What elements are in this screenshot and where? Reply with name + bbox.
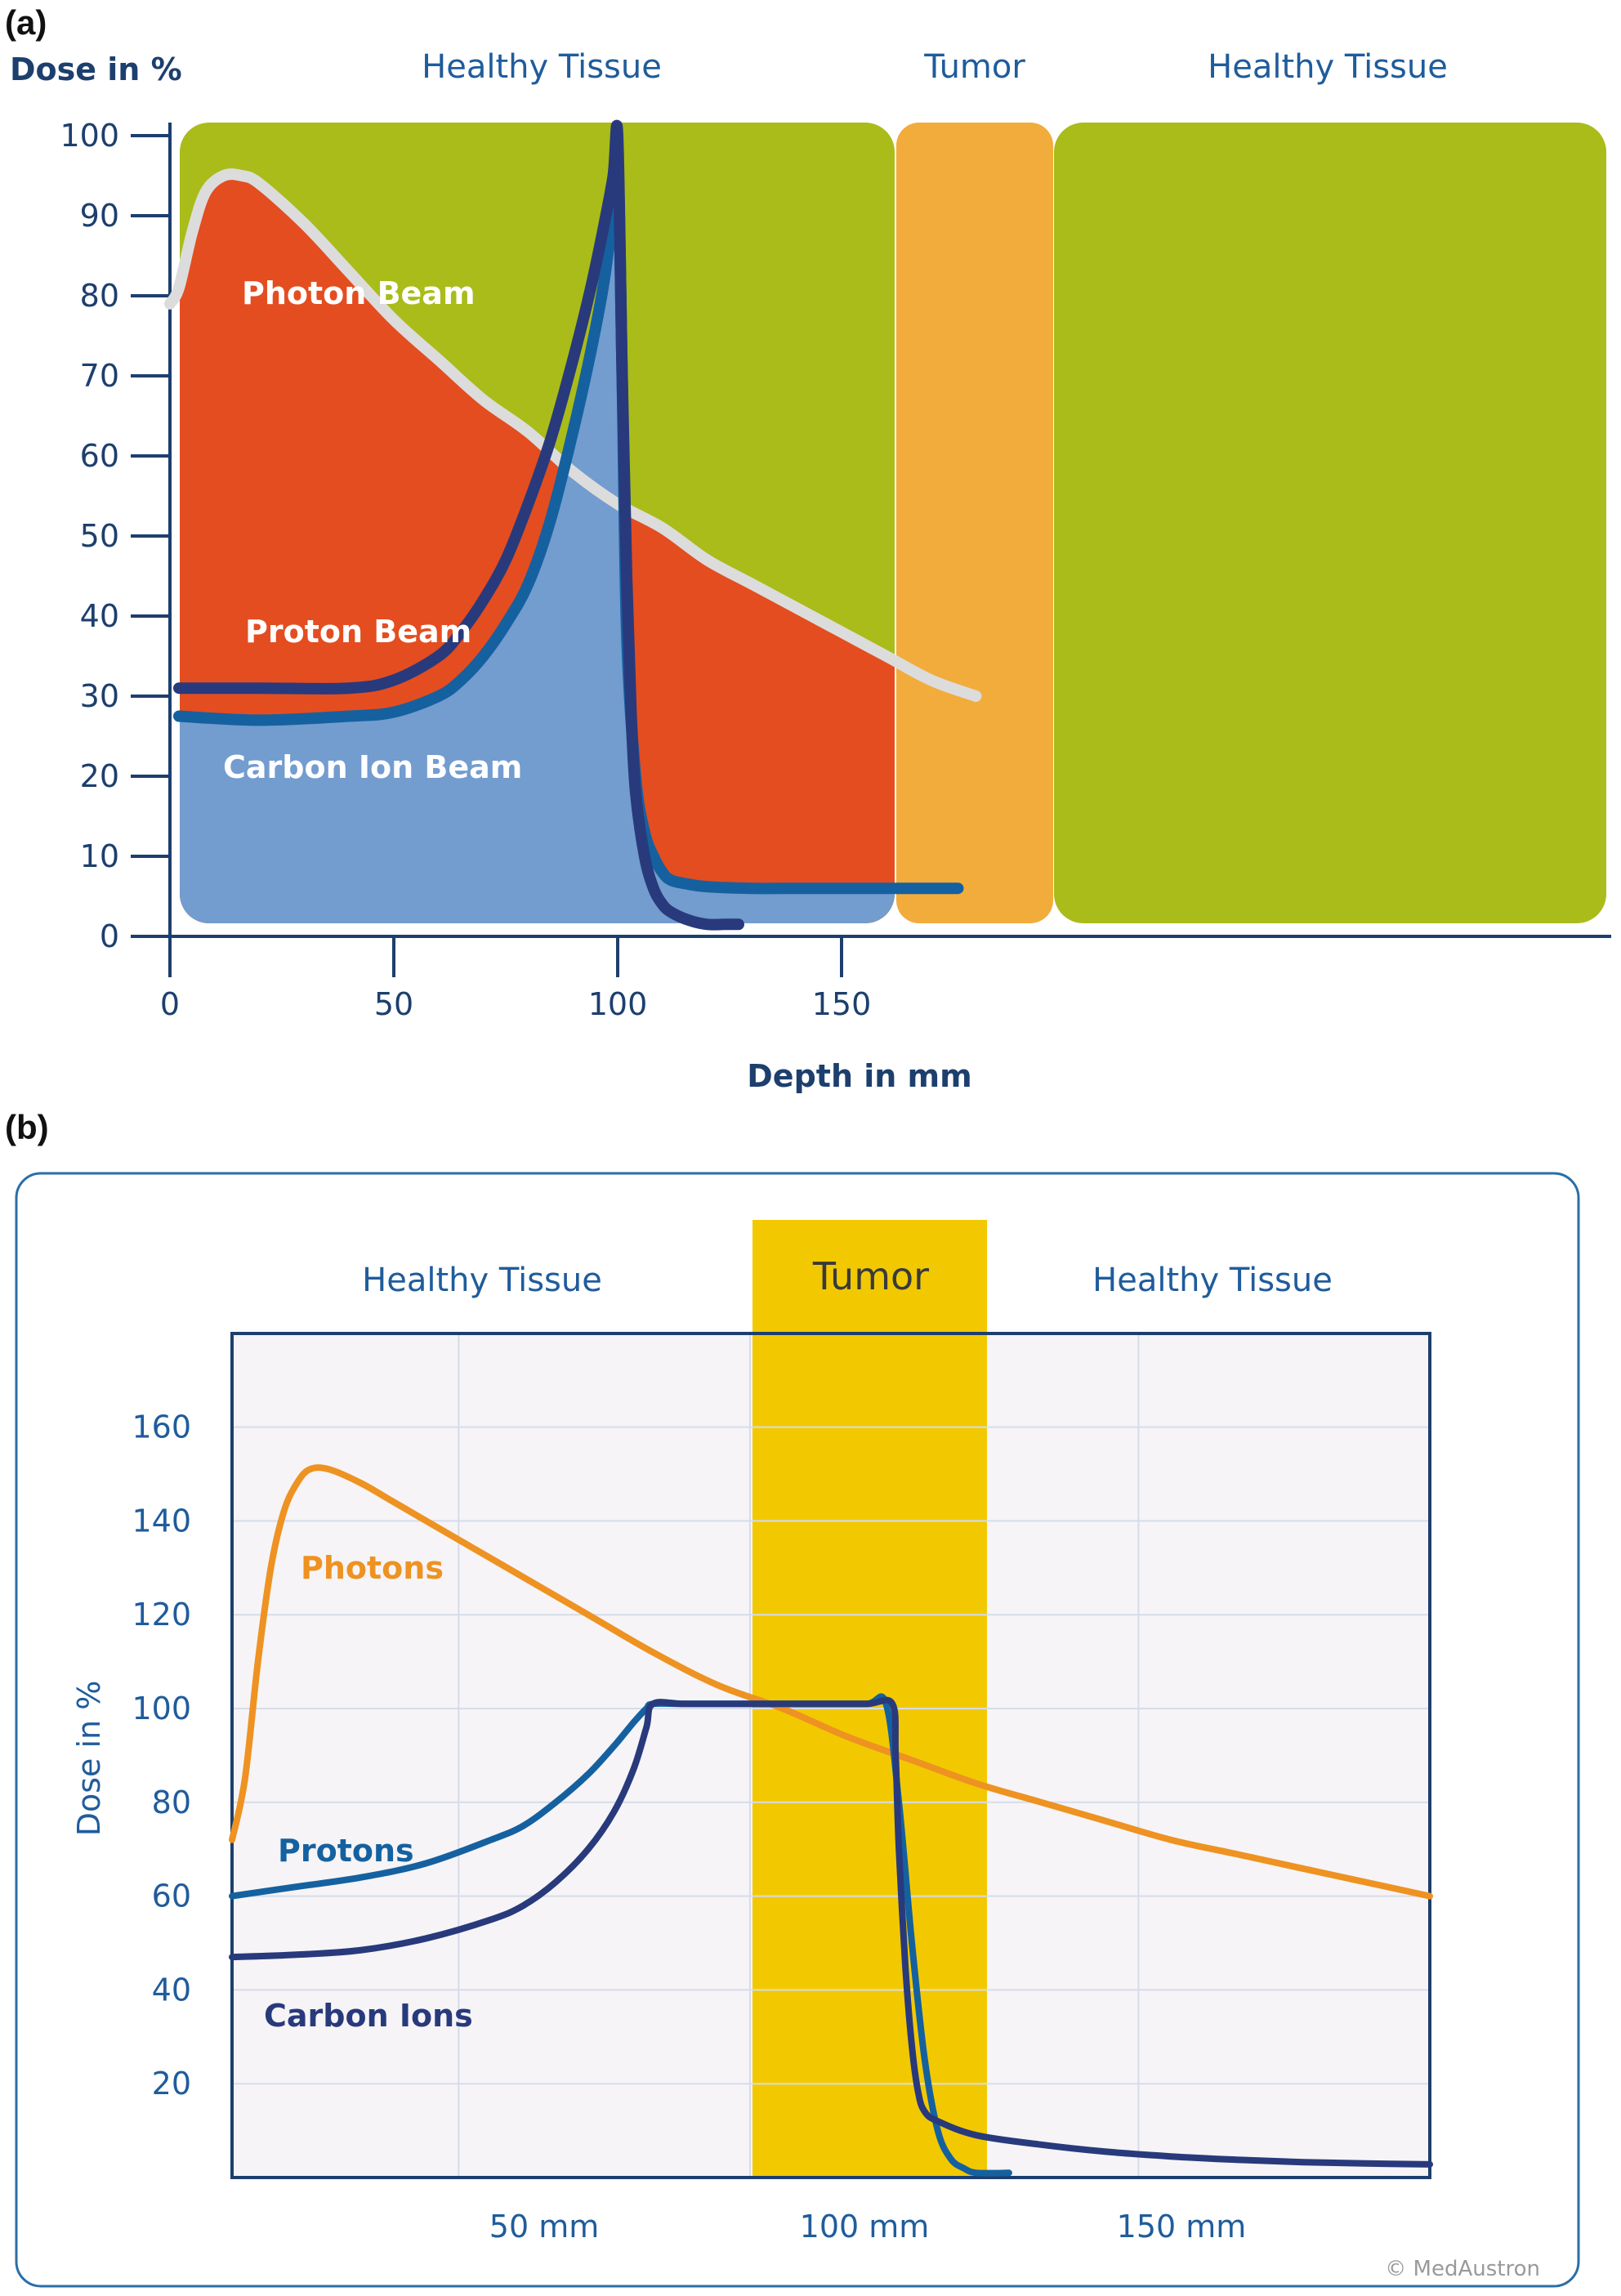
panel-b-ticks: 20 40 60 80 100 120 140 160 50 mm 100 mm 150 mm xyxy=(132,1409,1246,2245)
panel-b-tumor-band-plot xyxy=(752,1333,987,2178)
panel-a-proton-beam-line xyxy=(173,119,744,931)
panel-b-label: (b) xyxy=(5,1108,49,1146)
panel-b-y-tick-label: 120 xyxy=(132,1597,191,1633)
panel-b-copyright: © MedAustron xyxy=(1385,2257,1540,2281)
panel-a-region-label-tumor: Tumor xyxy=(923,48,1025,86)
panel-a-y-tick-label: 30 xyxy=(80,678,119,714)
panel-b-y-tick-label: 100 xyxy=(132,1691,191,1726)
panel-b-region-label-healthy-right: Healthy Tissue xyxy=(1092,1262,1333,1299)
panel-b-photons-label: Photons xyxy=(301,1550,444,1586)
panel-a-y-tick-label: 50 xyxy=(80,518,119,554)
panel-a-x-axis-title: Depth in mm xyxy=(747,1058,971,1094)
panel-a-y-axis-title: Dose in % xyxy=(10,51,182,87)
panel-a-x-tick-label: 0 xyxy=(160,986,180,1022)
panel-b-region-label-healthy-left: Healthy Tissue xyxy=(362,1262,602,1299)
panel-a-carbon-ion-beam-label: Carbon Ion Beam xyxy=(223,749,522,785)
panel-a-photon-beam-label: Photon Beam xyxy=(242,275,476,311)
panel-b-photons-line xyxy=(229,1464,1433,1900)
panel-a-y-tick-label: 70 xyxy=(80,358,119,394)
panel-b-y-tick-label: 40 xyxy=(152,1972,191,2008)
panel-a-tumor-region xyxy=(896,123,1053,923)
panel-b-y-tick-label: 20 xyxy=(152,2066,191,2102)
panel-b-carbon-ions-label: Carbon Ions xyxy=(264,1998,473,2034)
panel-a: (a) Dose in % Healthy Tissue Tumor Healt… xyxy=(5,3,1611,1094)
panel-a-y-tick-label: 60 xyxy=(80,438,119,474)
panel-b-y-tick-label: 60 xyxy=(152,1878,191,1914)
panel-b-plot-border xyxy=(230,1332,1431,2179)
panel-a-label: (a) xyxy=(5,3,47,42)
panel-a-carbon-area-left xyxy=(180,144,895,923)
panel-b-y-axis-title: Dose in % xyxy=(71,1681,107,1837)
panel-a-proton-beam-label: Proton Beam xyxy=(245,614,471,650)
panel-a-region-label-healthy-left: Healthy Tissue xyxy=(422,48,662,86)
panel-b-y-tick-label: 140 xyxy=(132,1503,191,1539)
panel-a-photon-beam-line xyxy=(164,168,982,702)
panel-a-y-tick-label: 40 xyxy=(80,598,119,634)
panel-a-x-tick-label: 100 xyxy=(588,986,648,1022)
panel-b-x-tick-label: 100 mm xyxy=(800,2209,930,2245)
panel-a-y-tick-label: 100 xyxy=(60,118,119,154)
panel-b-y-tick-label: 80 xyxy=(152,1785,191,1820)
panel-b-x-tick-label: 150 mm xyxy=(1117,2209,1247,2245)
panel-a-ticks: 0 10 20 30 40 50 60 70 80 90 100 0 50 100 150 xyxy=(60,118,871,1022)
panel-a-y-tick-label: 20 xyxy=(80,758,119,794)
panel-a-y-tick-label: 90 xyxy=(80,198,119,234)
panel-a-healthy-region-right xyxy=(1054,123,1606,923)
panel-a-x-tick-label: 150 xyxy=(812,986,872,1022)
panel-a-y-tick-label: 80 xyxy=(80,278,119,314)
panel-a-y-tick-label: 0 xyxy=(100,918,119,954)
panel-a-x-tick-label: 50 xyxy=(374,986,413,1022)
panel-b-y-tick-label: 160 xyxy=(132,1409,191,1445)
panel-a-y-tick-label: 10 xyxy=(80,838,119,874)
panel-b: (b) Healthy Tissue Tumor Healthy Tissue … xyxy=(5,1108,1580,2288)
panel-b-carbon-ions-line xyxy=(229,1696,1433,2168)
panel-b-x-tick-label: 50 mm xyxy=(489,2209,599,2245)
panel-a-region-label-healthy-right: Healthy Tissue xyxy=(1208,48,1448,86)
panel-b-protons-label: Protons xyxy=(278,1833,414,1869)
panel-b-region-label-tumor: Tumor xyxy=(812,1254,929,1298)
